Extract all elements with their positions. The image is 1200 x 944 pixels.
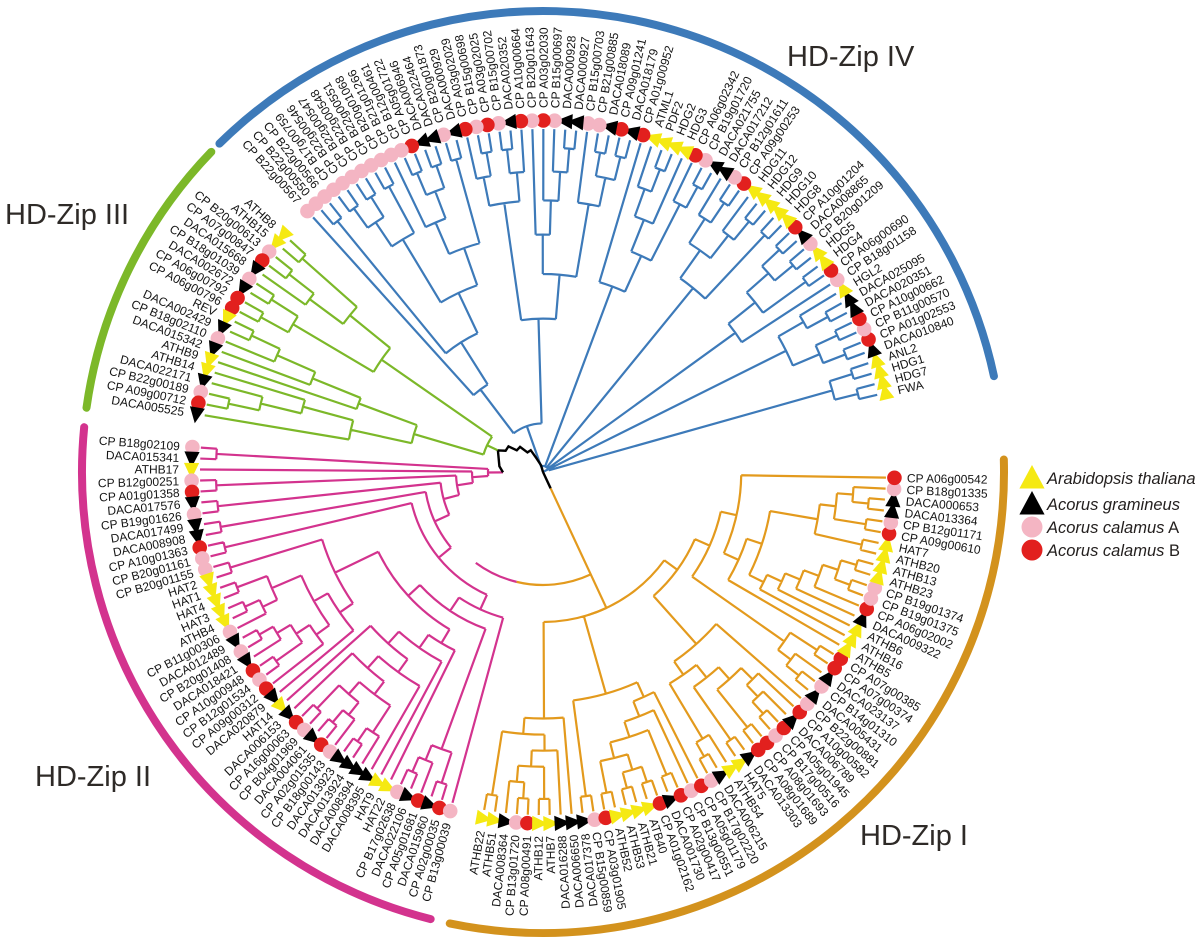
svg-text:Arabidopsis thaliana: Arabidopsis thaliana	[1046, 470, 1196, 488]
svg-text:CP B15g00697: CP B15g00697	[548, 27, 565, 109]
svg-text:CP B18g01335: CP B18g01335	[906, 483, 988, 501]
svg-text:CP B12g00251: CP B12g00251	[98, 474, 180, 490]
svg-text:DACA006650: DACA006650	[567, 834, 587, 909]
svg-text:DACA015341: DACA015341	[106, 448, 180, 465]
svg-text:DACA020352: DACA020352	[495, 36, 516, 111]
svg-text:HD-Zip IV: HD-Zip IV	[787, 41, 915, 73]
svg-text:ATHB17: ATHB17	[134, 462, 179, 476]
svg-text:DACA016288: DACA016288	[555, 835, 573, 909]
svg-text:HD-Zip III: HD-Zip III	[5, 199, 129, 231]
svg-text:ATHB12: ATHB12	[531, 836, 546, 881]
svg-text:CP A03g02030: CP A03g02030	[537, 27, 551, 108]
svg-text:CP A01g01358: CP A01g01358	[99, 486, 181, 505]
svg-text:DACA017576: DACA017576	[107, 498, 182, 518]
svg-text:HD-Zip I: HD-Zip I	[860, 820, 968, 852]
svg-text:CP B20g01643: CP B20g01643	[523, 26, 540, 108]
svg-text:Acorus calamus B: Acorus calamus B	[1046, 542, 1180, 560]
svg-text:DACA000653: DACA000653	[905, 495, 980, 515]
svg-text:ATHB7: ATHB7	[543, 835, 558, 873]
svg-text:FWA: FWA	[896, 378, 925, 398]
svg-text:CP B13g01720: CP B13g01720	[502, 834, 522, 916]
svg-text:HD-Zip II: HD-Zip II	[35, 761, 151, 793]
svg-text:Acorus gramineus: Acorus gramineus	[1046, 496, 1180, 514]
svg-text:ATHB51: ATHB51	[479, 831, 499, 877]
svg-text:CP A06g00542: CP A06g00542	[907, 471, 988, 486]
svg-text:HAT7: HAT7	[898, 541, 930, 561]
svg-text:CP A08g00491: CP A08g00491	[517, 835, 535, 916]
svg-text:CP A10g00664: CP A10g00664	[508, 28, 527, 110]
svg-text:DACA000928: DACA000928	[560, 35, 579, 109]
svg-text:Acorus calamus A: Acorus calamus A	[1046, 519, 1179, 537]
svg-text:CP B18g02109: CP B18g02109	[98, 434, 180, 454]
